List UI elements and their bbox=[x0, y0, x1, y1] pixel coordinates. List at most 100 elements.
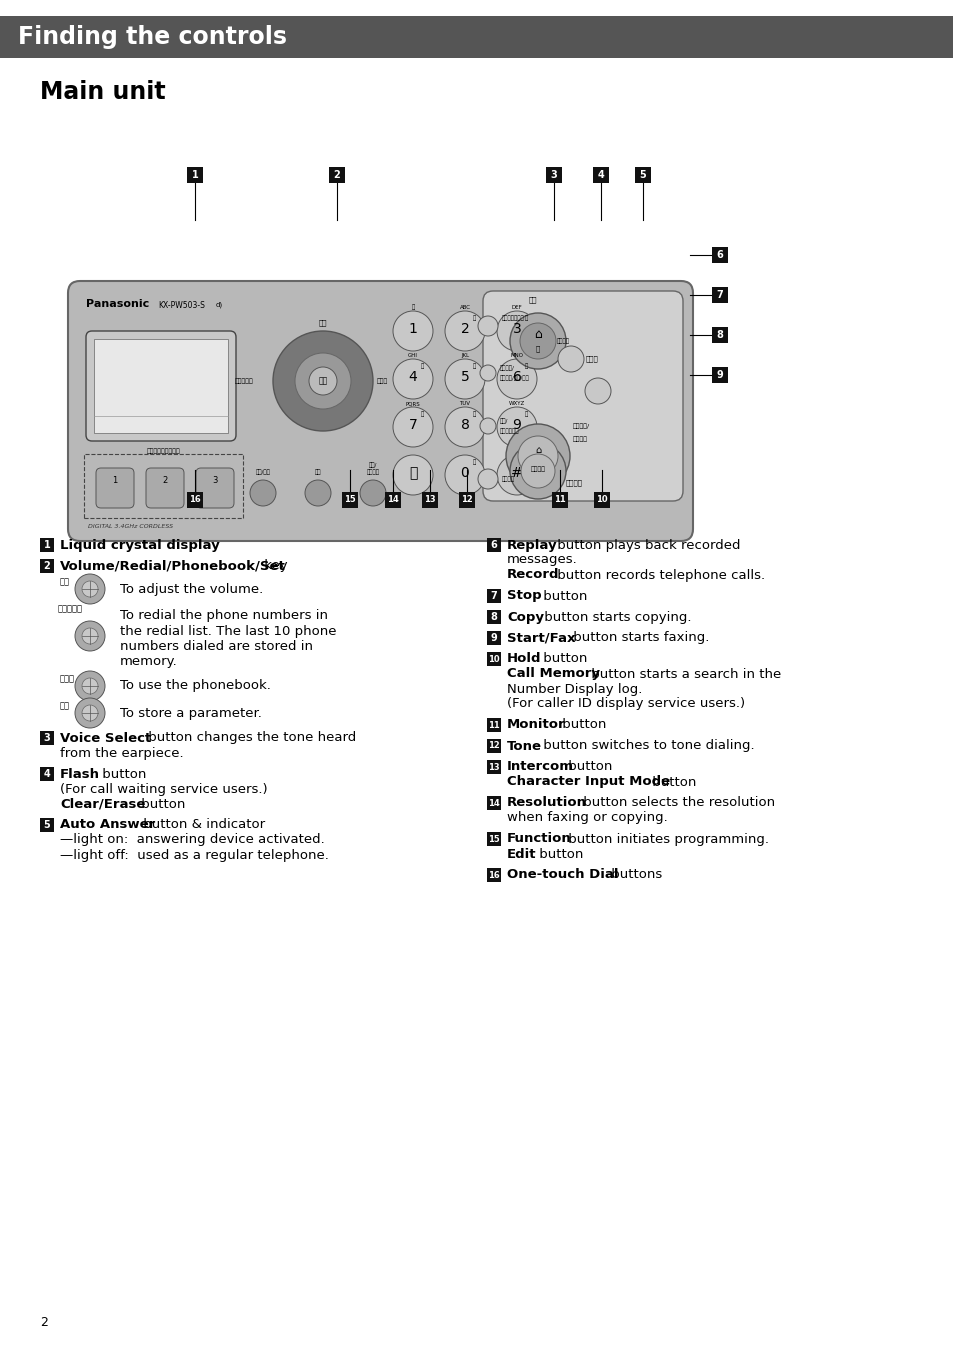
Text: Function: Function bbox=[506, 832, 571, 846]
Bar bbox=[486, 653, 500, 666]
Circle shape bbox=[444, 311, 484, 351]
Bar bbox=[594, 492, 609, 508]
Text: To redial the phone numbers in: To redial the phone numbers in bbox=[120, 609, 328, 623]
FancyBboxPatch shape bbox=[68, 281, 692, 540]
Text: GHI: GHI bbox=[408, 353, 417, 358]
Text: 1: 1 bbox=[112, 476, 117, 485]
Text: button switches to tone dialing.: button switches to tone dialing. bbox=[538, 739, 754, 753]
Text: ハ: ハ bbox=[524, 363, 528, 369]
Bar bbox=[545, 168, 561, 182]
Text: 11: 11 bbox=[488, 720, 499, 730]
FancyBboxPatch shape bbox=[482, 290, 682, 501]
Text: key: key bbox=[260, 559, 287, 573]
Text: 3: 3 bbox=[512, 322, 521, 336]
Bar bbox=[458, 492, 475, 508]
Bar bbox=[94, 339, 228, 434]
Text: messages.: messages. bbox=[506, 554, 578, 566]
Text: button starts a search in the: button starts a search in the bbox=[586, 667, 781, 681]
Text: 3: 3 bbox=[44, 734, 51, 743]
Text: 8: 8 bbox=[460, 417, 469, 432]
Text: 3: 3 bbox=[550, 170, 557, 180]
Text: button: button bbox=[538, 653, 587, 666]
Circle shape bbox=[75, 671, 105, 701]
Text: To use the phonebook.: To use the phonebook. bbox=[120, 680, 271, 693]
Text: Tone: Tone bbox=[506, 739, 541, 753]
Circle shape bbox=[444, 407, 484, 447]
Text: 13: 13 bbox=[488, 762, 499, 771]
Text: 決定: 決定 bbox=[60, 701, 70, 711]
Text: 3: 3 bbox=[213, 476, 217, 485]
Text: 7: 7 bbox=[716, 290, 722, 300]
Text: カ: カ bbox=[473, 315, 476, 322]
Text: 2: 2 bbox=[460, 322, 469, 336]
Text: ボイスセレクト: ボイスセレクト bbox=[501, 315, 524, 320]
Text: ABC: ABC bbox=[459, 305, 470, 309]
Text: 15: 15 bbox=[488, 835, 499, 843]
Text: (For caller ID display service users.): (For caller ID display service users.) bbox=[506, 697, 744, 711]
Text: d): d) bbox=[215, 301, 223, 308]
Bar bbox=[486, 867, 500, 882]
Text: 内線/
文字切替: 内線/ 文字切替 bbox=[366, 463, 379, 476]
Text: Record: Record bbox=[506, 569, 558, 581]
Text: 6: 6 bbox=[490, 540, 497, 550]
Text: numbers dialed are stored in: numbers dialed are stored in bbox=[120, 639, 313, 653]
Text: 14: 14 bbox=[387, 496, 398, 504]
Bar bbox=[593, 168, 608, 182]
Circle shape bbox=[479, 365, 496, 381]
Text: 7: 7 bbox=[408, 417, 416, 432]
Text: 番号メモリー: 番号メモリー bbox=[499, 428, 519, 434]
Text: (For call waiting service users.): (For call waiting service users.) bbox=[60, 782, 268, 796]
Circle shape bbox=[294, 353, 351, 409]
Text: 10: 10 bbox=[488, 654, 499, 663]
Text: 0: 0 bbox=[460, 466, 469, 480]
Text: ヤ: ヤ bbox=[524, 315, 528, 322]
Text: 画質: 画質 bbox=[314, 469, 321, 476]
Bar bbox=[486, 631, 500, 644]
Text: 留守: 留守 bbox=[528, 296, 537, 303]
Circle shape bbox=[444, 359, 484, 399]
Text: 2: 2 bbox=[162, 476, 168, 485]
Circle shape bbox=[359, 480, 386, 507]
Bar bbox=[486, 611, 500, 624]
Text: button changes the tone heard: button changes the tone heard bbox=[144, 731, 355, 744]
Text: クリアー/停止/消去: クリアー/停止/消去 bbox=[499, 376, 529, 381]
Text: 4: 4 bbox=[408, 370, 416, 384]
Text: 8: 8 bbox=[490, 612, 497, 621]
Text: MNO: MNO bbox=[510, 353, 523, 358]
Text: Main unit: Main unit bbox=[40, 80, 166, 104]
Text: To adjust the volume.: To adjust the volume. bbox=[120, 582, 263, 596]
Circle shape bbox=[75, 698, 105, 728]
Text: Voice Select: Voice Select bbox=[60, 731, 152, 744]
Circle shape bbox=[497, 407, 537, 447]
Text: 5: 5 bbox=[44, 820, 51, 830]
Text: Finding the controls: Finding the controls bbox=[18, 26, 287, 49]
Text: when faxing or copying.: when faxing or copying. bbox=[506, 812, 667, 824]
Text: Volume/Redial/Phonebook/Set: Volume/Redial/Phonebook/Set bbox=[60, 559, 286, 573]
Text: 2: 2 bbox=[44, 561, 51, 571]
Text: ナ: ナ bbox=[473, 363, 476, 369]
Text: 16: 16 bbox=[189, 496, 201, 504]
Circle shape bbox=[273, 331, 373, 431]
Text: Flash: Flash bbox=[60, 767, 100, 781]
Text: 1: 1 bbox=[408, 322, 417, 336]
Bar bbox=[0, 16, 953, 58]
Circle shape bbox=[250, 480, 275, 507]
Text: Number Display log.: Number Display log. bbox=[506, 682, 641, 696]
Circle shape bbox=[477, 316, 497, 336]
Text: 通話録音: 通話録音 bbox=[573, 436, 587, 442]
Bar bbox=[711, 327, 727, 343]
Text: Start/Fax: Start/Fax bbox=[506, 631, 575, 644]
Text: ラ: ラ bbox=[524, 412, 528, 417]
Text: キャッチ/: キャッチ/ bbox=[499, 365, 515, 370]
Circle shape bbox=[497, 311, 537, 351]
Text: 決定: 決定 bbox=[318, 377, 327, 385]
Text: ＊: ＊ bbox=[409, 466, 416, 480]
Text: 5: 5 bbox=[639, 170, 646, 180]
Text: Panasonic: Panasonic bbox=[86, 299, 149, 309]
Text: Liquid crystal display: Liquid crystal display bbox=[60, 539, 219, 551]
Text: ア: ア bbox=[411, 304, 415, 309]
Text: 1: 1 bbox=[192, 170, 198, 180]
Circle shape bbox=[497, 359, 537, 399]
Bar bbox=[40, 731, 54, 744]
Text: 2: 2 bbox=[334, 170, 340, 180]
